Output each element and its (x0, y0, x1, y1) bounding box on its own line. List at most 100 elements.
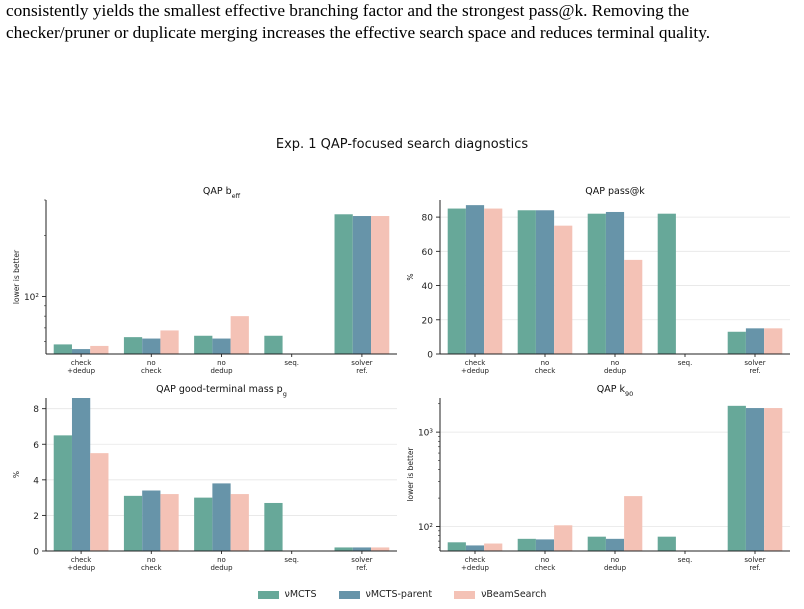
x-tick-label: no dedup (604, 359, 627, 375)
x-tick-label: solver ref. (351, 556, 372, 572)
bar-1-3 (194, 335, 213, 354)
bar-3-5 (764, 408, 783, 551)
bar-1-5 (334, 214, 353, 354)
bar-2-3 (212, 483, 231, 551)
y-tick-label: 4 (33, 476, 39, 486)
bar-2-1 (71, 349, 91, 354)
y-tick-label: 10² (24, 293, 39, 303)
bar-2-5 (352, 547, 372, 551)
x-tick-label: seq. (678, 359, 693, 367)
x-tick-label: check +dedup (461, 556, 489, 572)
x-tick-label: seq. (284, 556, 299, 564)
x-tick-label: seq. (284, 359, 299, 367)
x-tick-label: no check (141, 556, 162, 572)
bar-3-5 (764, 328, 783, 354)
x-tick-label: no check (535, 556, 556, 572)
bar-1-2 (123, 495, 143, 551)
x-tick-label: solver ref. (351, 359, 372, 375)
y-tick-label: 0 (33, 548, 39, 558)
legend-swatch (454, 590, 476, 599)
bar-2-3 (605, 211, 625, 354)
bar-2-5 (745, 328, 765, 354)
bar-1-5 (334, 547, 353, 551)
bar-1-4 (264, 335, 283, 354)
bar-1-4 (657, 213, 676, 354)
bar-2-5 (352, 216, 372, 354)
bar-3-1 (90, 345, 109, 354)
x-tick-label: solver ref. (744, 359, 765, 375)
bar-1-2 (517, 538, 536, 551)
bar-1-3 (587, 536, 606, 551)
bar-1-2 (123, 337, 143, 354)
bar-1-3 (194, 497, 213, 551)
bar-1-1 (447, 542, 466, 551)
x-tick-label: solver ref. (744, 556, 765, 572)
bar-3-3 (230, 316, 249, 354)
text-line-1: consistently yields the smallest effecti… (6, 1, 690, 20)
bar-1-3 (587, 213, 606, 354)
bar-3-1 (90, 453, 109, 551)
bar-1-1 (53, 344, 72, 354)
panel-title: QAP beff (203, 186, 241, 200)
bar-2-1 (465, 545, 485, 551)
x-tick-label: check +dedup (461, 359, 489, 375)
panel-title: QAP pass@k (585, 186, 645, 197)
bar-3-1 (484, 208, 503, 354)
bar-2-3 (212, 338, 231, 354)
bar-1-5 (727, 405, 746, 551)
bar-3-5 (371, 547, 390, 551)
x-tick-label: no dedup (210, 359, 233, 375)
y-tick-label: 6 (33, 441, 39, 451)
bar-3-2 (160, 330, 179, 354)
x-tick-label: seq. (678, 556, 693, 564)
chart-legend: νMCTS νMCTS-parent νBeamSearch (0, 589, 804, 600)
bar-3-5 (371, 216, 390, 354)
bar-3-2 (160, 494, 179, 551)
bar-3-3 (624, 496, 643, 551)
legend-label: νMCTS-parent (365, 589, 433, 600)
x-tick-label: no check (141, 359, 162, 375)
panel-title: QAP good-terminal mass pg (156, 384, 287, 398)
x-tick-label: check +dedup (67, 359, 95, 375)
bar-1-1 (53, 435, 72, 551)
bar-2-2 (535, 210, 555, 354)
y-axis-label: lower is better (12, 249, 21, 304)
bar-2-2 (142, 338, 161, 354)
panel-title: QAP k90 (597, 384, 634, 398)
y-tick-label: 10³ (418, 429, 433, 439)
chart-panel-1: 10² check +dedup no check no dedup seq. solver re… (12, 186, 397, 375)
y-tick-label: 80 (422, 214, 434, 224)
bar-2-1 (465, 205, 485, 354)
bar-2-5 (745, 408, 765, 551)
text-line-2: checker/pruner or duplicate merging incr… (6, 23, 711, 42)
bar-3-2 (554, 525, 573, 551)
y-axis-label: % (12, 471, 21, 478)
y-axis-label: lower is better (406, 446, 415, 501)
bar-1-1 (447, 208, 466, 354)
x-tick-label: no dedup (604, 556, 627, 572)
figure-suptitle: Exp. 1 QAP-focused search diagnostics (275, 137, 529, 152)
y-tick-label: 2 (33, 512, 39, 522)
bar-3-2 (554, 225, 573, 354)
page-text-snippet: consistently yields the smallest effecti… (6, 0, 802, 44)
y-tick-label: 10² (418, 523, 433, 533)
x-tick-label: check +dedup (67, 556, 95, 572)
bar-1-2 (517, 210, 536, 354)
legend-label: νBeamSearch (481, 589, 547, 600)
y-axis-label: % (406, 273, 415, 280)
chart-panel-4: 10² 10³ check +dedup no check no dedup seq. solve… (406, 384, 790, 572)
legend-item-1: νMCTS (257, 589, 317, 600)
bar-2-1 (71, 398, 91, 551)
chart-panel-2: 0 20 40 60 80 check +dedup no check no dedup seq. so… (406, 186, 790, 375)
chart-panel-3: 0 2 4 6 8 check +dedup no check no dedup seq. solver… (12, 384, 397, 572)
bar-2-3 (605, 538, 625, 551)
bar-3-3 (230, 494, 249, 551)
x-tick-label: no dedup (210, 556, 233, 572)
bar-1-4 (657, 536, 676, 551)
legend-item-2: νMCTS-parent (338, 589, 433, 600)
y-tick-label: 20 (422, 316, 434, 326)
y-tick-label: 40 (422, 282, 434, 292)
x-tick-label: no check (535, 359, 556, 375)
y-tick-label: 8 (33, 405, 39, 415)
